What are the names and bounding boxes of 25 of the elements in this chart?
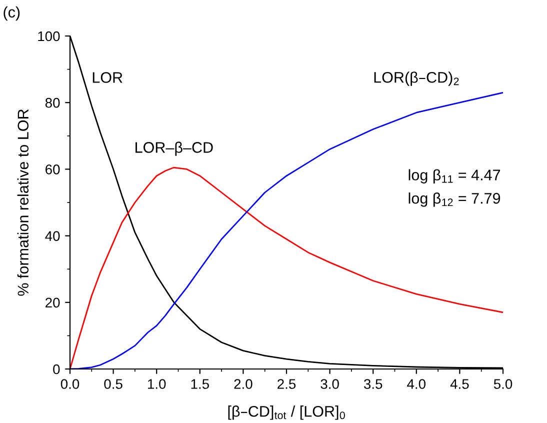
x-tick-label: 2.5 — [278, 379, 296, 389]
x-tick-label: 3.5 — [364, 379, 382, 389]
y-tick-label: 80 — [45, 98, 60, 108]
series-label: LOR–β–CD — [136, 142, 213, 156]
y-tick-label: 0 — [53, 364, 60, 374]
y-tick-label: 100 — [38, 31, 60, 42]
y-tick-label: 60 — [46, 164, 60, 174]
x-tick-label: 0.0 — [60, 379, 80, 389]
x-tick-label: 1.5 — [191, 379, 209, 389]
x-tick-label: 5.0 — [494, 379, 512, 389]
series-label: LOR(β–CD)$_{2}$ — [374, 72, 459, 86]
x-tick-label: 2.0 — [234, 379, 252, 389]
x-tick-label: 0.5 — [104, 379, 122, 389]
series-label: LOR — [92, 72, 122, 83]
y-axis-title: % formation relative to LOR — [17, 109, 29, 296]
x-tick-label: 3.0 — [320, 379, 339, 389]
x-tick-label: 4.0 — [407, 379, 426, 389]
y-tick-label: 40 — [45, 231, 60, 241]
y-tick-label: 20 — [46, 298, 60, 308]
x-tick-label: 1.0 — [148, 379, 166, 389]
annotation: log β$_{11}$ = 4.47 — [408, 169, 500, 184]
x-tick-label: 4.5 — [450, 379, 469, 389]
x-axis-title: [β–CD]$_{tot}$ / [LOR]$_{0}$ — [228, 406, 345, 420]
annotation: log β$_{12}$ = 7.79 — [408, 192, 500, 207]
text: (c) — [4, 6, 20, 21]
